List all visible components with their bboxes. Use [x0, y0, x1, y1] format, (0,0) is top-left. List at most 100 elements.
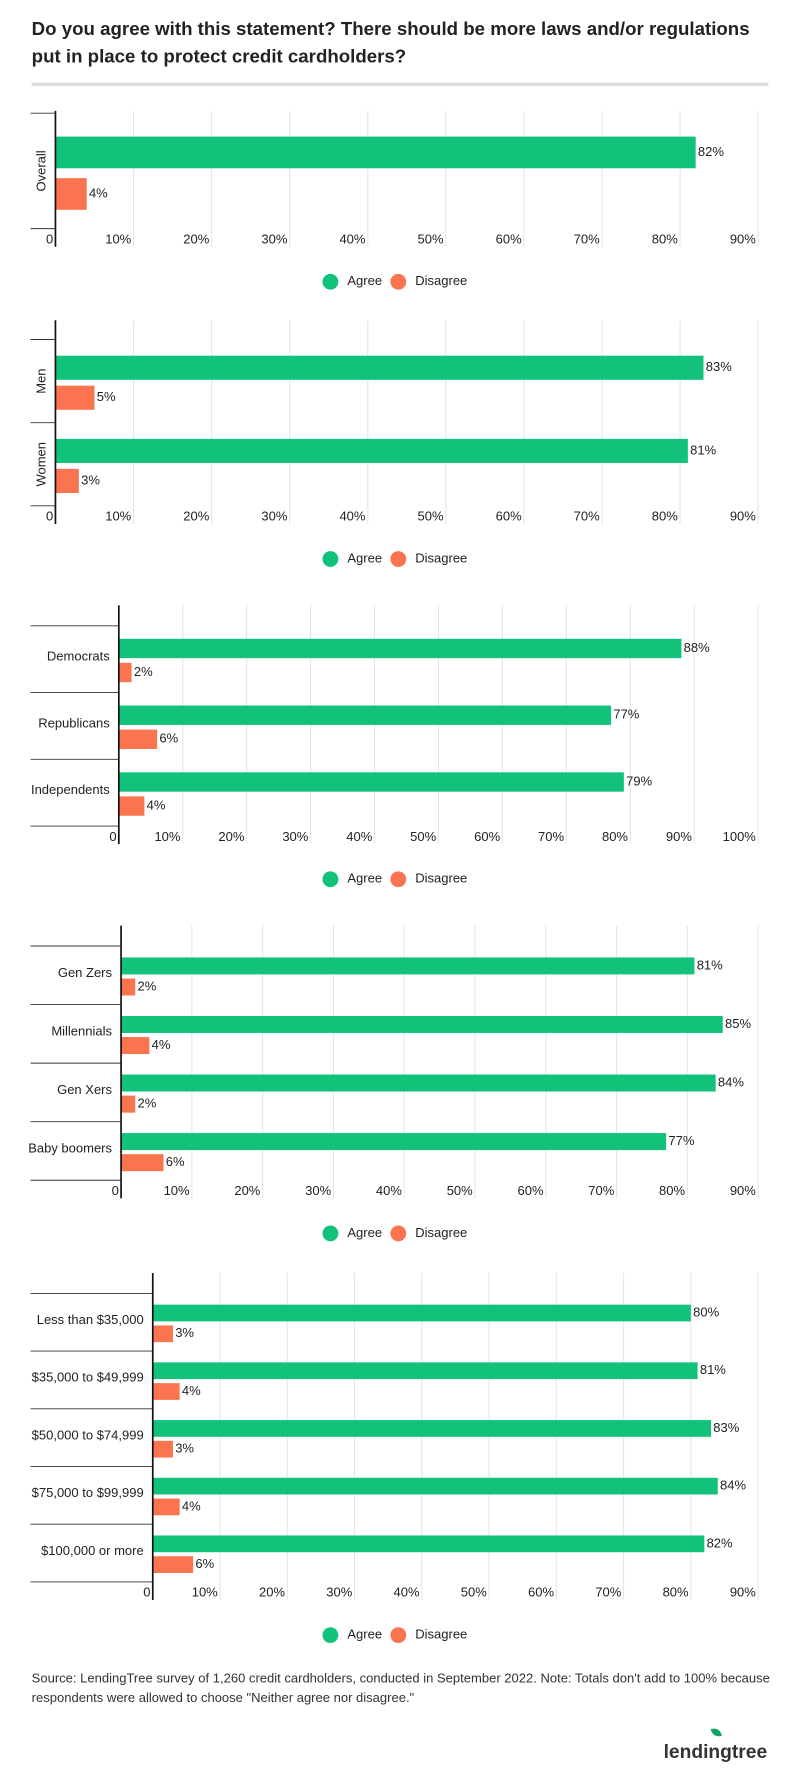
x-tick-label: 10%	[192, 1585, 218, 1600]
x-tick-label: 80%	[602, 829, 628, 844]
logo-leaf	[710, 1728, 722, 1737]
value-label: 88%	[684, 640, 710, 655]
x-tick-label: 80%	[663, 1585, 689, 1600]
x-tick-label: 70%	[574, 231, 600, 246]
x-tick-label: 60%	[474, 829, 500, 844]
category-label: Baby boomers	[28, 1141, 112, 1156]
legend-label: Disagree	[415, 1225, 467, 1240]
category-label: Women	[33, 442, 48, 487]
chart: 0 10% 20% 30% 40% 50% 60% 70% 80% 90% Men 83% 5% Wome…	[30, 320, 759, 567]
bar	[152, 1477, 718, 1495]
legend-marker	[390, 1627, 407, 1644]
legend-marker	[390, 1225, 407, 1242]
bar	[55, 438, 688, 464]
chart-title: Do you agree with this statement? There …	[31, 19, 750, 67]
chart: 0 10% 20% 30% 40% 50% 60% 70% 80% 90% Overall 82% 4%…	[30, 110, 759, 290]
x-tick-label: 10%	[154, 829, 180, 844]
value-label: 81%	[690, 442, 716, 457]
value-label: 4%	[182, 1498, 201, 1513]
bar	[121, 1037, 150, 1055]
category-label: $35,000 to $49,999	[32, 1370, 144, 1385]
x-tick-label: 40%	[339, 231, 365, 246]
x-tick-label: 10%	[105, 231, 131, 246]
x-tick-label: 0	[112, 1183, 119, 1198]
x-tick-label: 20%	[183, 231, 209, 246]
bar	[152, 1498, 180, 1516]
value-label: 82%	[698, 144, 724, 159]
value-label: 77%	[613, 707, 639, 722]
title-box: Do you agree with this statement? There …	[31, 19, 750, 67]
value-label: 83%	[706, 359, 732, 374]
x-tick-label: 10%	[105, 509, 131, 524]
legend-marker	[322, 273, 339, 290]
x-tick-label: 30%	[261, 231, 287, 246]
x-tick-label: 20%	[234, 1183, 260, 1198]
x-tick-label: 80%	[652, 509, 678, 524]
x-tick-label: 100%	[723, 829, 757, 844]
category-label: Less than $35,000	[37, 1312, 144, 1327]
x-tick-label: 40%	[346, 829, 372, 844]
category-label: Millennials	[51, 1024, 112, 1039]
bar	[118, 705, 612, 725]
x-tick-label: 50%	[418, 509, 444, 524]
x-tick-label: 80%	[659, 1183, 685, 1198]
x-tick-label: 50%	[418, 231, 444, 246]
legend-marker	[390, 273, 407, 290]
x-tick-label: 60%	[496, 509, 522, 524]
value-label: 81%	[697, 957, 723, 972]
value-label: 6%	[166, 1154, 185, 1169]
x-tick-label: 20%	[183, 509, 209, 524]
x-tick-label: 90%	[730, 1585, 756, 1600]
x-tick-label: 70%	[538, 829, 564, 844]
x-tick-label: 90%	[666, 829, 692, 844]
bar	[118, 729, 158, 749]
x-tick-label: 70%	[595, 1585, 621, 1600]
bar	[121, 978, 136, 996]
logo: lendingtree	[664, 1728, 767, 1763]
bar	[152, 1304, 691, 1322]
bar	[152, 1535, 705, 1553]
bar	[121, 1074, 716, 1092]
bar	[152, 1556, 194, 1573]
value-label: 80%	[693, 1304, 719, 1319]
category-label: Men	[33, 368, 48, 393]
x-tick-label: 40%	[376, 1183, 402, 1198]
legend-marker	[322, 1627, 339, 1644]
value-label: 4%	[89, 185, 108, 200]
value-label: 3%	[81, 472, 100, 487]
bar	[55, 468, 79, 493]
legend-label: Agree	[347, 1225, 382, 1240]
category-label: Gen Xers	[57, 1082, 112, 1097]
category-label: Democrats	[47, 649, 110, 664]
x-tick-label: 30%	[326, 1585, 352, 1600]
bar	[121, 1133, 667, 1151]
category-label: $50,000 to $74,999	[32, 1427, 144, 1442]
value-label: 77%	[668, 1133, 694, 1148]
x-tick-label: 70%	[574, 509, 600, 524]
x-tick-label: 70%	[588, 1183, 614, 1198]
value-label: 6%	[159, 731, 178, 746]
value-label: 2%	[137, 1096, 156, 1111]
value-label: 84%	[718, 1074, 744, 1089]
category-label: $100,000 or more	[41, 1543, 144, 1558]
value-label: 6%	[195, 1556, 214, 1571]
bar	[55, 136, 696, 169]
value-label: 83%	[713, 1420, 739, 1435]
bar	[152, 1440, 173, 1458]
x-tick-label: 90%	[730, 231, 756, 246]
bar	[55, 385, 95, 410]
legend-marker	[390, 551, 407, 567]
x-tick-label: 50%	[410, 829, 436, 844]
x-tick-label: 40%	[339, 509, 365, 524]
chart: 0 10% 20% 30% 40% 50% 60% 70% 80% 90% Less than $3…	[30, 1273, 759, 1644]
x-tick-label: 90%	[730, 509, 756, 524]
x-tick-label: 60%	[528, 1585, 554, 1600]
chart: 0 10% 20% 30% 40% 50% 60% 70% 80% 90% 100% Democrat…	[30, 605, 759, 888]
x-tick-label: 0	[46, 509, 53, 524]
x-tick-label: 30%	[305, 1183, 331, 1198]
value-label: 4%	[182, 1383, 201, 1398]
bar	[121, 957, 695, 975]
value-label: 84%	[720, 1478, 746, 1493]
source-box: Source: LendingTree survey of 1,260 cred…	[32, 1672, 770, 1705]
